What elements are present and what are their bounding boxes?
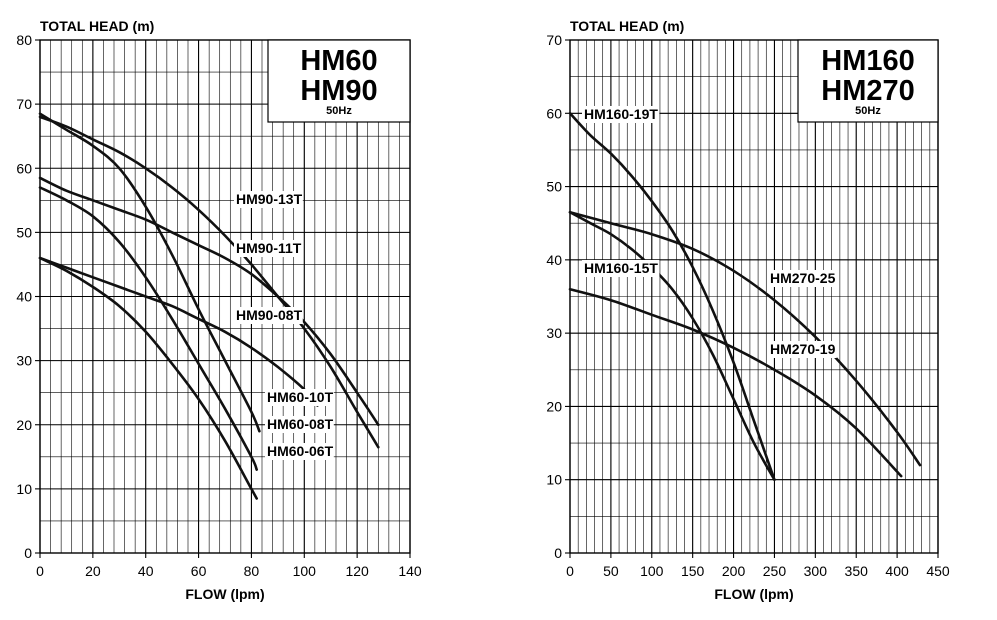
x-tick-label: 20 [85,563,101,579]
curve-hm270-25 [568,210,922,467]
y-tick-label: 20 [546,398,562,414]
y-tick-label: 60 [16,160,32,176]
x-tick-label: 200 [722,563,746,579]
curve-label-bg [234,191,303,208]
curve-hm90-08t [38,256,319,407]
curve-hm60-10t [38,112,261,433]
x-tick-label: 120 [345,563,369,579]
curve-label-hm60-06t: HM60-06T [267,443,334,459]
curve-label-bg [265,416,334,433]
curve-label-hm90-13t: HM90-13T [236,191,303,207]
x-tick-label: 100 [640,563,664,579]
y-tick-label: 0 [554,545,562,561]
x-tick-label: 50 [603,563,619,579]
x-axis-title: FLOW (lpm) [714,586,793,602]
x-tick-label: 60 [191,563,207,579]
x-tick-label: 0 [36,563,44,579]
x-tick-label: 250 [763,563,787,579]
y-tick-label: 60 [546,105,562,121]
model-title-line-2: HM270 [821,75,915,107]
x-tick-label: 400 [885,563,909,579]
y-tick-label: 20 [16,417,32,433]
y-tick-label: 80 [16,32,32,48]
curve-hm60-08t [38,186,258,471]
curve-label-hm160-19t: HM160-19T [584,106,658,122]
curve-hm60-06t [38,256,258,500]
y-tick-label: 40 [546,252,562,268]
curve-label-bg [265,443,334,460]
x-tick-label: 0 [566,563,574,579]
y-tick-label: 0 [24,545,32,561]
curve-hm160-15t [568,210,776,481]
x-tick-label: 450 [926,563,950,579]
x-tick-label: 140 [398,563,422,579]
frequency-label: 50Hz [855,105,881,117]
x-tick-label: 350 [845,563,869,579]
y-tick-label: 30 [16,353,32,369]
curve-label-hm270-19: HM270-19 [770,341,836,357]
x-tick-label: 300 [804,563,828,579]
y-tick-label: 30 [546,325,562,341]
curve-label-hm270-25: HM270-25 [770,270,836,286]
model-title-box: HM160 HM270 50Hz [797,39,939,123]
model-title-line-1: HM60 [300,45,377,77]
plot-frame [569,39,939,554]
y-tick-label: 50 [546,179,562,195]
chart-hm160-hm270: 0 50 100 150 200 250 300 350 400 450 0 10 20 30 40 50 60… [546,18,949,602]
curve-label-bg [234,307,303,324]
model-title-line-2: HM90 [300,75,377,107]
y-tick-label: 70 [546,32,562,48]
curve-label-hm90-08t: HM90-08T [236,307,303,323]
curve-label-bg [582,106,660,123]
curve-hm90-11t [38,176,380,427]
y-tick-label: 50 [16,224,32,240]
curve-label-hm160-15t: HM160-15T [584,260,658,276]
curve-label-bg [768,270,837,287]
curve-label-hm90-11t: HM90-11T [236,240,302,256]
curve-hm160-19t [568,112,776,481]
curve-label-bg [768,341,837,358]
model-title-frame [267,39,411,123]
chart-hm60-hm90: 0 20 40 60 80 100 120 140 0 10 20 30 40 50 60 70 80 HM90… [16,18,421,602]
y-tick-label: 70 [16,96,32,112]
y-tick-label: 10 [546,472,562,488]
curve-label-bg [582,260,660,277]
curve-label-hm60-08t: HM60-08T [267,416,334,432]
curve-label-bg [265,389,334,406]
frequency-label: 50Hz [326,105,352,117]
curve-hm270-19 [568,287,903,478]
curve-label-bg [234,240,303,257]
x-tick-label: 150 [681,563,705,579]
x-tick-label: 100 [293,563,317,579]
y-axis-title: TOTAL HEAD (m) [570,18,684,34]
x-tick-label: 80 [244,563,260,579]
model-title-frame [797,39,939,123]
x-tick-label: 40 [138,563,154,579]
model-title-box: HM60 HM90 50Hz [267,39,411,123]
y-tick-label: 40 [16,289,32,305]
curve-label-hm60-10t: HM60-10T [267,389,334,405]
curve-hm90-13t [38,115,380,449]
x-axis-title: FLOW (lpm) [185,586,264,602]
y-axis-title: TOTAL HEAD (m) [40,18,154,34]
y-tick-label: 10 [16,481,32,497]
model-title-line-1: HM160 [821,45,915,77]
